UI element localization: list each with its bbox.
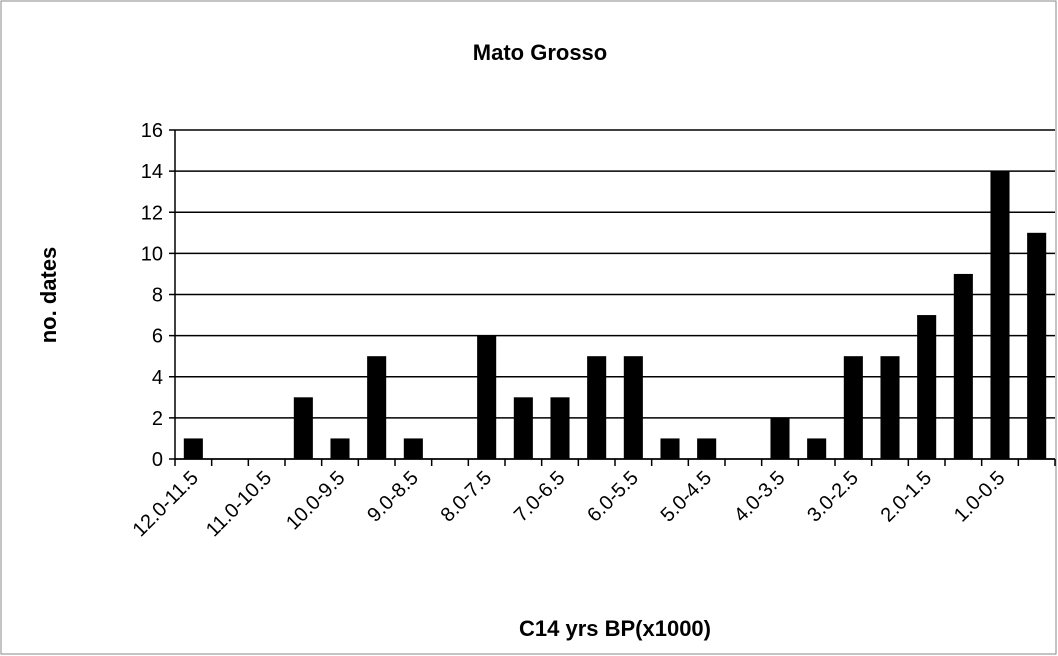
bar xyxy=(367,356,387,459)
bar xyxy=(587,356,607,459)
bar xyxy=(770,417,790,459)
y-tick-label: 14 xyxy=(141,161,163,183)
bar xyxy=(513,397,533,459)
y-tick-label: 2 xyxy=(152,408,163,430)
bar xyxy=(477,335,497,459)
y-tick-label: 6 xyxy=(152,326,163,348)
bar xyxy=(807,438,827,459)
y-tick-label: 10 xyxy=(141,243,163,265)
bar xyxy=(843,356,863,459)
y-tick-label: 8 xyxy=(152,285,163,307)
bar xyxy=(990,171,1010,459)
bar xyxy=(550,397,570,459)
bar xyxy=(697,438,717,459)
bar xyxy=(917,315,937,459)
bar xyxy=(403,438,423,459)
x-axis-label: C14 yrs BP(x1000) xyxy=(519,616,711,641)
bar xyxy=(1027,232,1047,459)
bar xyxy=(183,438,203,459)
bar xyxy=(330,438,350,459)
bar xyxy=(880,356,900,459)
y-tick-label: 12 xyxy=(141,202,163,224)
y-tick-label: 4 xyxy=(152,367,163,389)
y-tick-label: 0 xyxy=(152,449,163,471)
bar xyxy=(293,397,313,459)
y-axis-label: no. dates xyxy=(36,247,61,344)
bar xyxy=(660,438,680,459)
chart-title: Mato Grosso xyxy=(473,40,607,65)
y-tick-label: 16 xyxy=(141,120,163,142)
bar xyxy=(623,356,643,459)
bar xyxy=(953,273,973,459)
